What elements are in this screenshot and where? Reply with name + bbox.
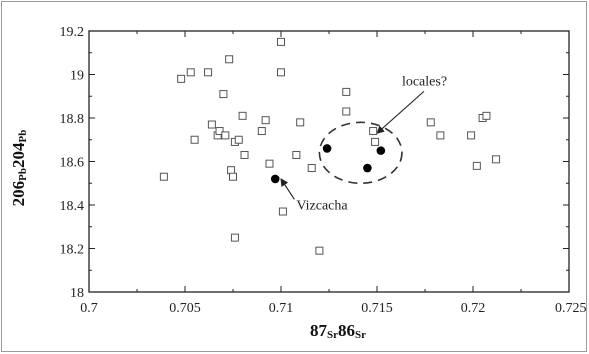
y-tick-label: 18.4 (60, 199, 85, 214)
open-square-point (225, 55, 234, 64)
open-square-point (492, 155, 501, 164)
x-tick-label: 0.715 (361, 301, 393, 316)
filled-circle-point (322, 144, 332, 153)
y-tick-label: 18.6 (60, 156, 85, 171)
open-square-point (240, 150, 249, 159)
y-axis-label-main1: 206 (9, 181, 28, 207)
x-tick-label: 0.72 (461, 301, 486, 316)
x-tick-label: 0.705 (169, 301, 201, 316)
annotation-arrow (280, 178, 295, 200)
open-square-point (371, 137, 380, 146)
open-square-point (227, 166, 236, 175)
y-tick-label: 18 (70, 286, 84, 301)
open-square-point (296, 118, 305, 127)
open-square-point (230, 233, 239, 242)
x-axis-label-main1: 87 (310, 321, 328, 340)
open-square-point (159, 172, 168, 181)
x-axis-label-main2: 86 (338, 321, 355, 340)
open-square-point (482, 111, 491, 120)
annotation-arrow (376, 90, 425, 134)
y-axis-label: 206Pb204Pb (9, 130, 29, 207)
open-square-point (257, 127, 266, 136)
x-tick-label: 0.7 (80, 301, 98, 316)
open-square-point (307, 164, 316, 173)
y-tick-label: 18.8 (60, 112, 85, 127)
open-square-point (278, 207, 287, 216)
open-square-point (261, 116, 270, 125)
annotation-label: locales? (402, 74, 447, 89)
x-axis-label: 87Sr86Sr (310, 321, 366, 341)
open-square-point (204, 68, 213, 77)
open-square-point (342, 87, 351, 96)
open-square-point (426, 118, 435, 127)
x-axis-label-sub2: Sr (355, 329, 366, 341)
open-square-point (472, 161, 481, 170)
open-square-point (467, 131, 476, 140)
y-tick-label: 18.2 (60, 243, 85, 258)
tick-labels: 0.7 0.705 0.71 0.715 0.72 0.725 18 18.2 18.4 18.6… (60, 25, 587, 316)
open-square-point (436, 131, 445, 140)
open-square-point (190, 135, 199, 144)
filled-circle-point (376, 146, 386, 155)
y-axis-label-sub1: Pb (17, 168, 29, 181)
y-tick-label: 19.2 (60, 25, 85, 40)
x-tick-label: 0.725 (555, 301, 587, 316)
open-square-point (177, 74, 186, 83)
open-square-point (315, 246, 324, 255)
dashed-ellipse (318, 121, 403, 185)
open-square-point (229, 172, 237, 181)
filled-circle-point (363, 163, 372, 173)
annotations: locales? Vizcacha (280, 74, 447, 213)
open-square-point (342, 107, 351, 116)
open-square-point (265, 159, 274, 168)
data-markers (159, 37, 501, 255)
open-square-point (221, 131, 230, 140)
x-axis-label-sub1: Sr (327, 329, 338, 341)
filled-circle-point (270, 174, 280, 184)
open-square-point (277, 37, 285, 46)
open-square-point (186, 68, 195, 77)
x-tick-label: 0.71 (269, 301, 294, 316)
axis-ticks (88, 30, 570, 293)
open-square-point (292, 150, 301, 159)
y-tick-label: 19 (70, 69, 84, 84)
open-square-point (207, 120, 216, 129)
open-square-point (369, 127, 378, 136)
y-axis-label-sub2: Pb (17, 130, 29, 143)
open-square-point (234, 135, 243, 144)
open-square-point (277, 68, 285, 77)
open-square-point (215, 127, 224, 136)
annotation-label: Vizcacha (296, 198, 348, 213)
open-square-point (219, 90, 228, 99)
y-axis-label-main2: 204 (9, 142, 28, 168)
open-square-point (238, 111, 247, 120)
